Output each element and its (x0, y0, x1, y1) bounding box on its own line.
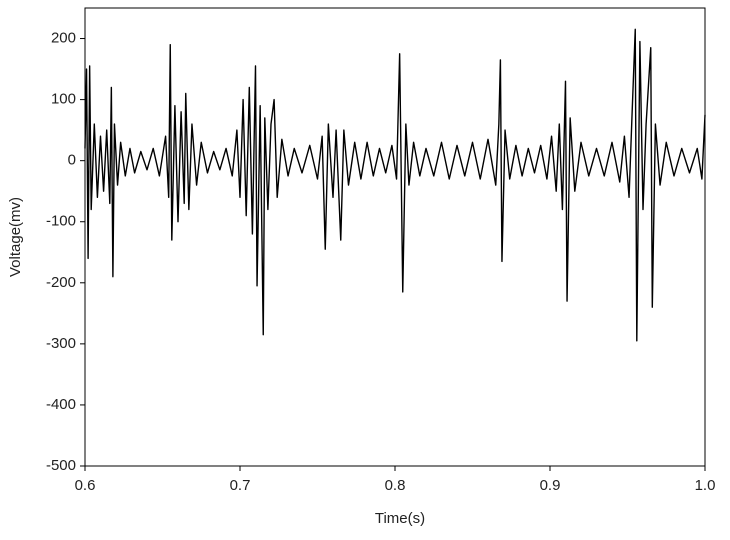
y-tick-label: -100 (46, 213, 76, 230)
x-tick-label: 1.0 (695, 477, 716, 494)
y-tick-label: -500 (46, 457, 76, 474)
y-tick-label: -400 (46, 396, 76, 413)
plot-frame (84, 7, 706, 467)
x-axis-label: Time(s) (375, 510, 425, 527)
y-tick-label: -200 (46, 274, 76, 291)
x-tick-label: 0.8 (385, 477, 406, 494)
y-tick-label: 100 (51, 91, 76, 108)
signal-line (84, 28, 706, 342)
x-tick-label: 0.7 (230, 477, 251, 494)
x-tick-label: 0.9 (540, 477, 561, 494)
y-tick-label: -300 (46, 335, 76, 352)
y-axis-label: Voltage(mv) (7, 197, 24, 277)
y-tick-label: 0 (68, 152, 76, 169)
y-tick-label: 200 (51, 30, 76, 47)
x-tick-label: 0.6 (75, 477, 96, 494)
